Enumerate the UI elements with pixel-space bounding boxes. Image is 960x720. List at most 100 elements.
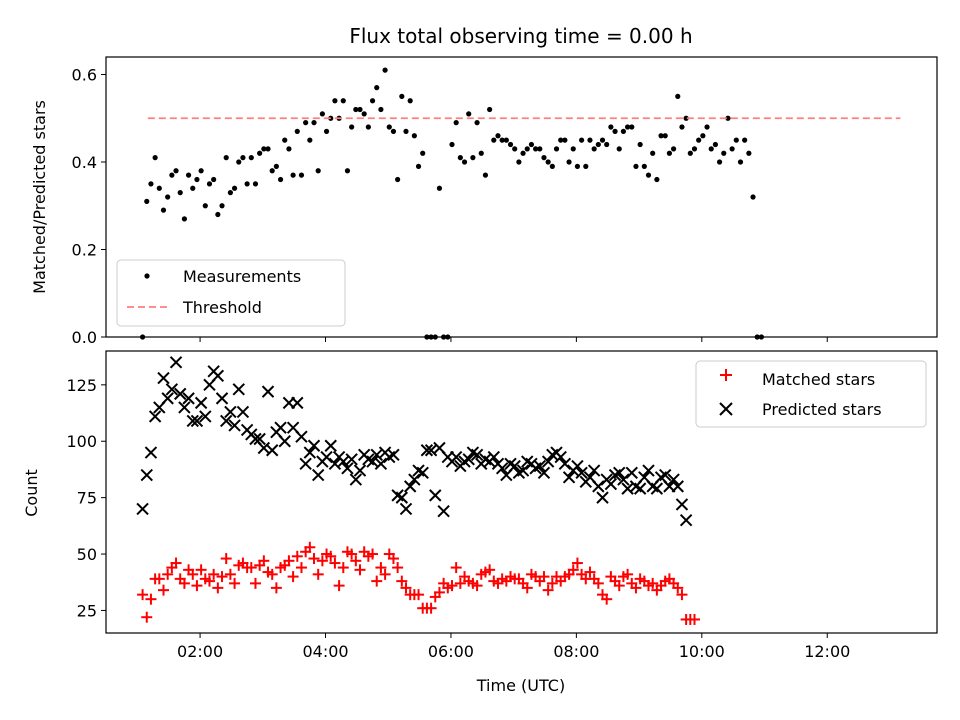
bottom-x-ticks: 02:00 04:00 06:00 08:00 10:00 12:00 bbox=[177, 633, 850, 661]
predicted-star-point bbox=[349, 473, 363, 486]
predicted-star-point bbox=[470, 448, 484, 461]
measurement-point bbox=[277, 176, 284, 183]
matched-star-point bbox=[245, 562, 257, 574]
measurement-point bbox=[240, 155, 246, 161]
measurement-point bbox=[294, 128, 300, 134]
legend-matched-label: Matched stars bbox=[762, 370, 875, 389]
measurement-point bbox=[386, 124, 392, 130]
measurement-point bbox=[562, 137, 568, 143]
measurement-point bbox=[704, 124, 710, 130]
measurement-point bbox=[231, 185, 238, 191]
matched-star-point bbox=[191, 580, 203, 592]
measurement-point bbox=[520, 150, 526, 156]
measurement-point bbox=[185, 172, 192, 178]
matched-star-point bbox=[471, 580, 483, 592]
matched-star-point bbox=[145, 593, 157, 605]
predicted-star-point bbox=[341, 462, 354, 475]
bottom-y-tick-label: 100 bbox=[66, 432, 97, 451]
predicted-star-point bbox=[320, 450, 333, 464]
predicted-star-point bbox=[487, 450, 501, 464]
matched-star-point bbox=[157, 584, 169, 596]
bottom-legend: Matched stars Predicted stars bbox=[695, 360, 927, 428]
matched-star-point bbox=[354, 564, 366, 576]
measurements-series bbox=[139, 67, 764, 340]
matched-star-point bbox=[137, 589, 149, 601]
measurement-point bbox=[344, 168, 351, 174]
bottom-y-ticks: 25 50 75 100 125 bbox=[66, 376, 106, 620]
predicted-star-point bbox=[592, 480, 605, 493]
measurement-point bbox=[349, 124, 355, 130]
measurement-point bbox=[436, 185, 443, 191]
measurement-point bbox=[403, 128, 409, 134]
measurement-point bbox=[595, 141, 601, 148]
measurement-point bbox=[528, 141, 535, 148]
matched-star-point bbox=[229, 577, 241, 589]
measurement-point bbox=[482, 172, 489, 178]
measurement-point bbox=[165, 194, 171, 200]
matched-star-point bbox=[584, 566, 596, 578]
measurement-point bbox=[495, 133, 501, 139]
matched-star-point bbox=[413, 589, 425, 601]
measurement-point bbox=[177, 190, 183, 196]
matched-star-point bbox=[433, 586, 445, 598]
predicted-star-point bbox=[157, 371, 170, 385]
measurement-point bbox=[261, 146, 267, 152]
predicted-star-point bbox=[161, 392, 174, 405]
matched-star-point bbox=[371, 575, 383, 587]
matched-star-point bbox=[220, 553, 232, 565]
bottom-y-axis-label: Count bbox=[22, 469, 41, 517]
measurement-point bbox=[303, 120, 309, 126]
legend-threshold-label: Threshold bbox=[182, 298, 262, 317]
measurement-point bbox=[211, 176, 217, 183]
matched-star-point bbox=[178, 577, 190, 589]
predicted-star-point bbox=[265, 444, 279, 457]
measurement-point bbox=[553, 146, 560, 152]
top-panel: 0.0 0.2 0.4 0.6 Matched/Predicted stars Mea… bbox=[30, 56, 938, 347]
top-legend-box bbox=[116, 259, 346, 327]
measurement-point bbox=[487, 106, 493, 113]
predicted-star-point bbox=[633, 482, 647, 495]
matched-star-point bbox=[212, 582, 224, 594]
predicted-star-point bbox=[395, 491, 409, 504]
predicted-star-point bbox=[659, 468, 672, 482]
measurement-point bbox=[679, 124, 685, 130]
matched-star-point bbox=[316, 555, 328, 567]
top-plot-frame bbox=[105, 56, 938, 338]
x-tick-label: 04:00 bbox=[302, 642, 348, 661]
matched-star-point bbox=[392, 562, 404, 574]
measurement-point bbox=[144, 198, 150, 204]
matched-star-point bbox=[375, 562, 387, 574]
predicted-star-point bbox=[186, 414, 199, 428]
measurement-point bbox=[206, 181, 213, 187]
measurement-point bbox=[608, 124, 614, 130]
legend-predicted-label: Predicted stars bbox=[762, 400, 882, 419]
x-tick-label: 12:00 bbox=[804, 642, 850, 661]
predicted-star-point bbox=[604, 477, 618, 491]
x-axis-label: Time (UTC) bbox=[476, 676, 565, 695]
measurement-point bbox=[503, 137, 509, 143]
predicted-star-point bbox=[537, 466, 551, 480]
matched-star-point bbox=[676, 589, 688, 601]
bottom-panel: 25 50 75 100 125 02:00 04:00 06:00 08:00 10:00 12… bbox=[22, 337, 938, 695]
measurement-point bbox=[332, 98, 338, 104]
matched-star-point bbox=[484, 564, 496, 576]
predicted-star-point bbox=[190, 414, 204, 428]
predicted-star-point bbox=[169, 356, 183, 369]
measurement-point bbox=[599, 137, 606, 143]
predicted-star-point bbox=[291, 396, 304, 410]
matched-star-point bbox=[266, 568, 278, 580]
predicted-star-point bbox=[437, 504, 450, 518]
matched-star-point bbox=[350, 555, 362, 567]
measurement-point bbox=[666, 150, 673, 156]
measurement-point bbox=[194, 176, 200, 183]
measurement-point bbox=[687, 150, 693, 156]
measurement-point bbox=[683, 115, 689, 121]
predicted-star-point bbox=[353, 464, 367, 477]
matched-star-point bbox=[672, 582, 684, 594]
predicted-star-point bbox=[403, 480, 417, 493]
predicted-star-point bbox=[399, 502, 413, 516]
predicted-star-point bbox=[495, 462, 509, 475]
matched-star-point bbox=[308, 553, 320, 565]
measurement-point bbox=[353, 106, 359, 113]
predicted-star-point bbox=[416, 466, 429, 480]
